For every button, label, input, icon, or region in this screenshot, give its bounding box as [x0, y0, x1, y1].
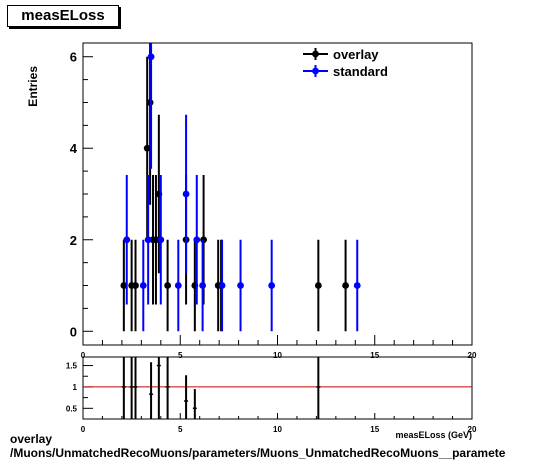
ratio-x-tick-label: 0 [81, 425, 86, 434]
footer-line-2: /Muons/UnmatchedRecoMuons/parameters/Muo… [10, 446, 506, 460]
standard-marker [147, 53, 155, 61]
standard-marker [157, 236, 165, 244]
ratio-y-tick-label: 0.5 [66, 404, 78, 413]
legend-entry-standard [303, 65, 328, 77]
ratio-frame [82, 356, 473, 420]
ratio-point [165, 357, 170, 419]
main-y-tick-label: 0 [70, 324, 77, 339]
ratio-x-tick-label: 10 [273, 425, 282, 434]
overlay-point [152, 175, 160, 305]
standard-marker [144, 236, 152, 244]
ratio-y-tick-label: 1.5 [66, 362, 78, 371]
legend-label-overlay: overlay [333, 47, 379, 62]
legend-entry-overlay [303, 48, 328, 60]
ratio-point [129, 357, 134, 419]
y-axis-label: Entries [26, 66, 40, 107]
ratio-point [156, 357, 161, 419]
main-y-tick-label: 6 [70, 50, 77, 65]
standard-point [353, 239, 361, 332]
standard-marker [193, 236, 201, 244]
standard-point [123, 175, 131, 305]
standard-marker [199, 282, 207, 289]
standard-point [218, 239, 226, 332]
standard-marker [174, 282, 182, 289]
main-x-tick-label: 20 [468, 351, 477, 360]
ratio-y-tick-label: 1 [73, 383, 78, 392]
standard-marker [237, 282, 244, 289]
main-y-tick-label: 4 [70, 141, 78, 156]
overlay-point [120, 239, 128, 332]
ratio-point [149, 362, 154, 419]
ratio-point [316, 357, 321, 419]
standard-point [199, 239, 207, 332]
ratio-point [192, 389, 197, 419]
standard-marker [139, 282, 147, 289]
legend-label-standard: standard [333, 64, 388, 79]
main-x-tick-label: 5 [178, 351, 183, 360]
main-x-tick-label: 10 [273, 351, 282, 360]
standard-marker [268, 282, 276, 289]
overlay-marker [342, 282, 349, 289]
x-axis-label: measELoss (GeV) [395, 430, 472, 440]
standard-point [139, 239, 147, 332]
standard-marker [353, 282, 361, 289]
overlay-marker [152, 236, 160, 244]
main-x-tick-label: 15 [370, 351, 379, 360]
overlay-point [164, 239, 172, 332]
ratio-x-tick-label: 5 [178, 425, 183, 434]
standard-marker [218, 282, 226, 289]
standard-point [268, 239, 276, 332]
standard-point [193, 175, 201, 305]
overlay-marker [132, 282, 139, 289]
main-x-tick-label: 0 [81, 351, 86, 360]
ratio-point [121, 357, 126, 419]
standard-point [182, 114, 190, 274]
overlay-point [314, 239, 322, 332]
main-frame [82, 42, 473, 346]
legend-marker [312, 50, 319, 58]
overlay-marker [314, 282, 322, 289]
footer-line-1: overlay [10, 432, 53, 446]
plot-title: measELoss [7, 5, 119, 27]
overlay-point [132, 239, 139, 332]
overlay-point [342, 239, 349, 332]
standard-marker [182, 190, 190, 198]
standard-point [174, 239, 182, 332]
ratio-x-tick-label: 20 [468, 425, 477, 434]
overlay-marker [120, 282, 128, 289]
overlay-marker [143, 144, 151, 152]
standard-point [144, 175, 152, 305]
standard-point [237, 239, 244, 332]
ratio-point [184, 375, 189, 419]
main-y-tick-label: 2 [70, 233, 77, 248]
overlay-marker [164, 282, 172, 289]
standard-point [147, 43, 155, 169]
legend-marker [312, 67, 319, 75]
ratio-x-tick-label: 15 [370, 425, 379, 434]
ratio-point [133, 357, 138, 419]
standard-marker [123, 236, 131, 244]
standard-point [157, 175, 165, 305]
